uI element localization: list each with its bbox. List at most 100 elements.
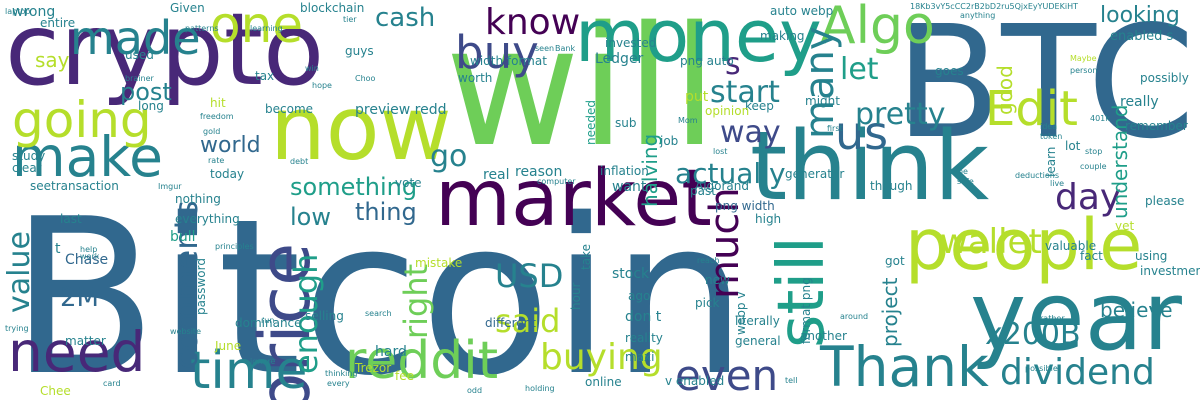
word: seetransaction — [30, 179, 119, 193]
word: gold — [203, 127, 221, 136]
word: ago — [628, 289, 651, 303]
word: stop — [1085, 147, 1103, 156]
word: everything — [175, 212, 240, 226]
word: believe — [1100, 298, 1173, 322]
word: used — [125, 48, 154, 62]
word: keep — [745, 99, 774, 113]
word: webp v — [734, 291, 748, 335]
word: odd — [467, 386, 483, 395]
word: don t — [625, 309, 662, 325]
word: us — [835, 106, 889, 160]
word: let — [840, 52, 879, 87]
word: long — [138, 99, 164, 113]
word: run — [261, 316, 275, 325]
word: think — [750, 112, 990, 222]
word: 2M — [60, 283, 99, 313]
word: needed — [584, 99, 598, 145]
word: png auto — [680, 54, 734, 68]
word: remember — [1125, 119, 1188, 133]
word: token — [1040, 132, 1063, 141]
word: reach — [697, 256, 720, 265]
word: BTC — [895, 0, 1196, 173]
word: June — [215, 339, 242, 353]
word: last — [60, 212, 82, 226]
word: using — [1135, 249, 1168, 263]
word: high — [755, 212, 782, 226]
word: matter — [65, 334, 106, 348]
word: Maybe — [1070, 54, 1097, 63]
word: deductions — [1015, 171, 1060, 180]
word: freedom — [200, 112, 234, 121]
word: take — [579, 243, 593, 270]
word: Bank — [555, 44, 576, 53]
word: vote — [395, 176, 422, 190]
word: lot — [1065, 139, 1081, 153]
word: though — [870, 179, 913, 193]
word: bull — [170, 229, 196, 245]
word: pretty — [855, 97, 946, 132]
word: auto webp — [770, 4, 834, 18]
word: holding — [525, 384, 555, 393]
word: Given — [170, 1, 205, 15]
word: many — [797, 26, 843, 140]
word: password — [194, 257, 208, 315]
word: brainer — [125, 74, 154, 83]
word: idea — [1040, 122, 1058, 131]
word: year — [970, 262, 1182, 372]
word: say — [35, 48, 70, 72]
word: website — [170, 327, 201, 336]
word: Thank — [820, 335, 989, 399]
word: safe — [957, 177, 974, 186]
word: buying — [540, 337, 663, 378]
word: hope — [312, 81, 332, 90]
word: really — [1120, 94, 1159, 110]
word: computer — [537, 177, 576, 186]
word: nothing — [175, 192, 221, 206]
word: low — [290, 203, 331, 231]
word: real — [483, 167, 510, 183]
word: tier — [343, 15, 357, 24]
word: money — [575, 0, 822, 78]
word: Chase — [65, 252, 109, 268]
word: reality — [625, 331, 663, 345]
word: patterns — [185, 24, 219, 33]
word: hard — [375, 344, 407, 360]
word: people — [905, 204, 1143, 286]
word: tell — [785, 376, 798, 385]
word: rather — [1040, 314, 1065, 323]
word: time — [190, 341, 308, 400]
word: need — [8, 320, 146, 384]
word: Algo — [820, 0, 935, 56]
word: new — [705, 273, 730, 287]
word: day — [1055, 177, 1122, 218]
word: every — [327, 379, 350, 388]
word: reason — [515, 164, 563, 180]
word: inflation — [600, 164, 649, 178]
word: Choo — [355, 74, 376, 83]
word: dividend — [1000, 352, 1155, 393]
word: pick — [695, 296, 720, 310]
word: another — [800, 329, 847, 343]
word: enabled s — [1110, 29, 1174, 44]
word: thinking — [325, 369, 358, 378]
word: market — [435, 154, 712, 244]
word: worth — [458, 71, 493, 85]
word: past — [690, 184, 716, 198]
word: thing — [355, 198, 417, 226]
word: work — [80, 252, 100, 261]
word: person — [1070, 66, 1098, 75]
word: search — [365, 309, 392, 318]
word: yet — [1115, 219, 1135, 233]
word: rate — [208, 156, 225, 165]
word: way — [720, 115, 781, 150]
word: make — [12, 125, 164, 189]
word: study — [12, 149, 46, 163]
word: even — [675, 351, 779, 400]
word: reddit — [345, 331, 499, 391]
word: fact — [1080, 249, 1103, 263]
word: valuable — [1045, 239, 1097, 253]
word: generator — [785, 167, 845, 181]
word: looking — [1100, 3, 1180, 28]
word: width format — [470, 54, 547, 68]
word: become — [265, 102, 314, 116]
